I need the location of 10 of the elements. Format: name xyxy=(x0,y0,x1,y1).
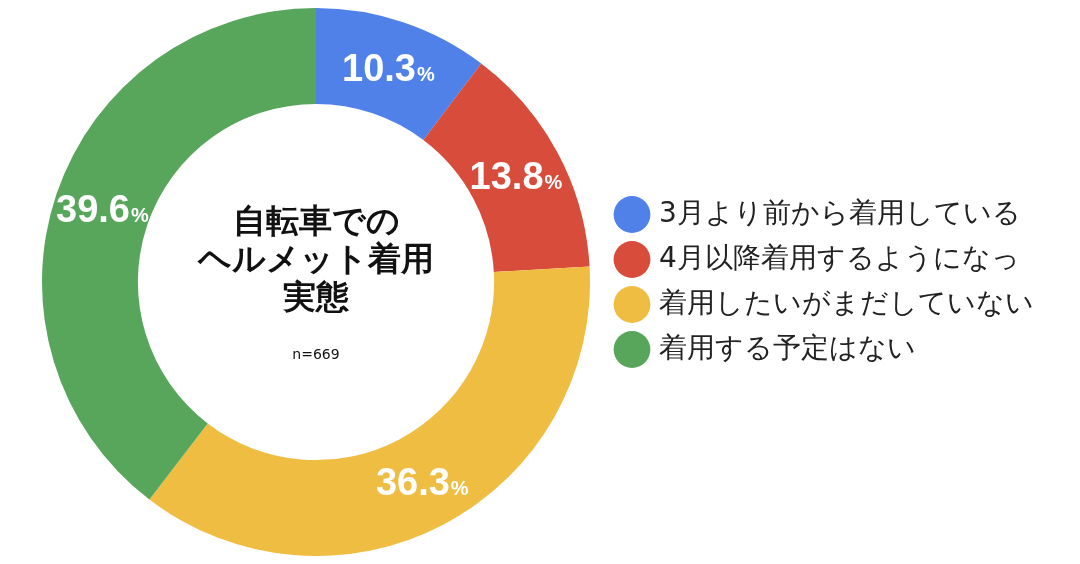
data-label: 10.3% xyxy=(342,46,435,89)
text: 自転車でのヘルメット着用実態 xyxy=(198,201,434,316)
legend-label: 3月より前から着用している xyxy=(659,195,1021,229)
legend-label: 着用する予定はない xyxy=(659,330,916,364)
legend-label: 4月以降着用するようになっ xyxy=(659,240,1020,274)
data-label: 39.6% xyxy=(56,188,149,231)
data-label: 36.3% xyxy=(375,460,469,503)
legend-label: 着用したいがまだしていない xyxy=(659,285,1034,319)
text: n=669 xyxy=(291,346,341,362)
data-label: 13.8% xyxy=(469,154,563,197)
